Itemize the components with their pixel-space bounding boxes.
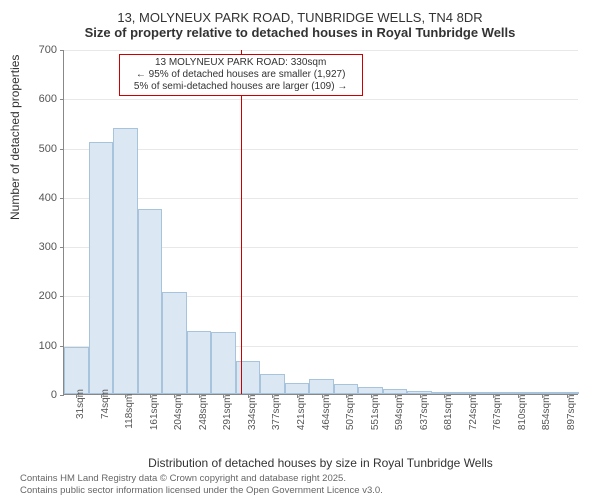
- y-tick-mark: [60, 247, 64, 248]
- footer-line1: Contains HM Land Registry data © Crown c…: [20, 473, 383, 484]
- x-tick-label: 464sqm: [321, 359, 332, 399]
- footer-attribution: Contains HM Land Registry data © Crown c…: [20, 473, 383, 496]
- y-tick-label: 300: [17, 241, 57, 253]
- x-ticks: 31sqm74sqm118sqm161sqm204sqm248sqm291sqm…: [63, 395, 578, 445]
- y-tick-label: 600: [17, 93, 57, 105]
- chart-title-line2: Size of property relative to detached ho…: [0, 25, 600, 46]
- y-tick-label: 100: [17, 340, 57, 352]
- y-tick-label: 0: [17, 389, 57, 401]
- x-tick-label: 810sqm: [517, 359, 528, 399]
- x-tick-label: 594sqm: [394, 359, 405, 399]
- y-tick-mark: [60, 149, 64, 150]
- x-tick-label: 118sqm: [124, 359, 135, 399]
- y-tick-label: 500: [17, 143, 57, 155]
- x-tick-label: 897sqm: [566, 359, 577, 399]
- y-ticks: 0100200300400500600700: [20, 50, 60, 395]
- annotation-line3: 5% of semi-detached houses are larger (1…: [124, 81, 358, 93]
- x-tick-label: 334sqm: [247, 359, 258, 399]
- y-tick-label: 400: [17, 192, 57, 204]
- x-tick-label: 377sqm: [271, 359, 282, 399]
- annotation-line2: ← 95% of detached houses are smaller (1,…: [124, 69, 358, 81]
- annotation-box: 13 MOLYNEUX PARK ROAD: 330sqm ← 95% of d…: [119, 54, 363, 96]
- x-axis-label: Distribution of detached houses by size …: [63, 456, 578, 470]
- gridline-h: [64, 149, 578, 150]
- y-tick-mark: [60, 296, 64, 297]
- gridline-h: [64, 99, 578, 100]
- x-tick-label: 724sqm: [468, 359, 479, 399]
- gridline-h: [64, 50, 578, 51]
- histogram-bar: [113, 128, 138, 394]
- x-tick-label: 767sqm: [492, 359, 503, 399]
- histogram-bar: [89, 142, 114, 394]
- y-tick-label: 700: [17, 44, 57, 56]
- y-tick-mark: [60, 99, 64, 100]
- x-tick-label: 421sqm: [296, 359, 307, 399]
- annotation-line1: 13 MOLYNEUX PARK ROAD: 330sqm: [124, 57, 358, 69]
- x-tick-label: 551sqm: [370, 359, 381, 399]
- x-tick-label: 681sqm: [443, 359, 454, 399]
- x-tick-label: 74sqm: [100, 359, 111, 399]
- gridline-h: [64, 198, 578, 199]
- y-tick-mark: [60, 50, 64, 51]
- reference-line: [241, 50, 242, 394]
- chart-title-line1: 13, MOLYNEUX PARK ROAD, TUNBRIDGE WELLS,…: [0, 0, 600, 25]
- x-tick-label: 854sqm: [541, 359, 552, 399]
- chart-plot-area: 13 MOLYNEUX PARK ROAD: 330sqm ← 95% of d…: [63, 50, 578, 395]
- x-tick-label: 161sqm: [149, 359, 160, 399]
- y-tick-mark: [60, 198, 64, 199]
- x-tick-label: 248sqm: [198, 359, 209, 399]
- footer-line2: Contains public sector information licen…: [20, 485, 383, 496]
- x-tick-label: 637sqm: [419, 359, 430, 399]
- x-tick-label: 204sqm: [173, 359, 184, 399]
- x-tick-label: 507sqm: [345, 359, 356, 399]
- x-tick-label: 291sqm: [222, 359, 233, 399]
- x-tick-label: 31sqm: [75, 359, 86, 399]
- y-tick-label: 200: [17, 290, 57, 302]
